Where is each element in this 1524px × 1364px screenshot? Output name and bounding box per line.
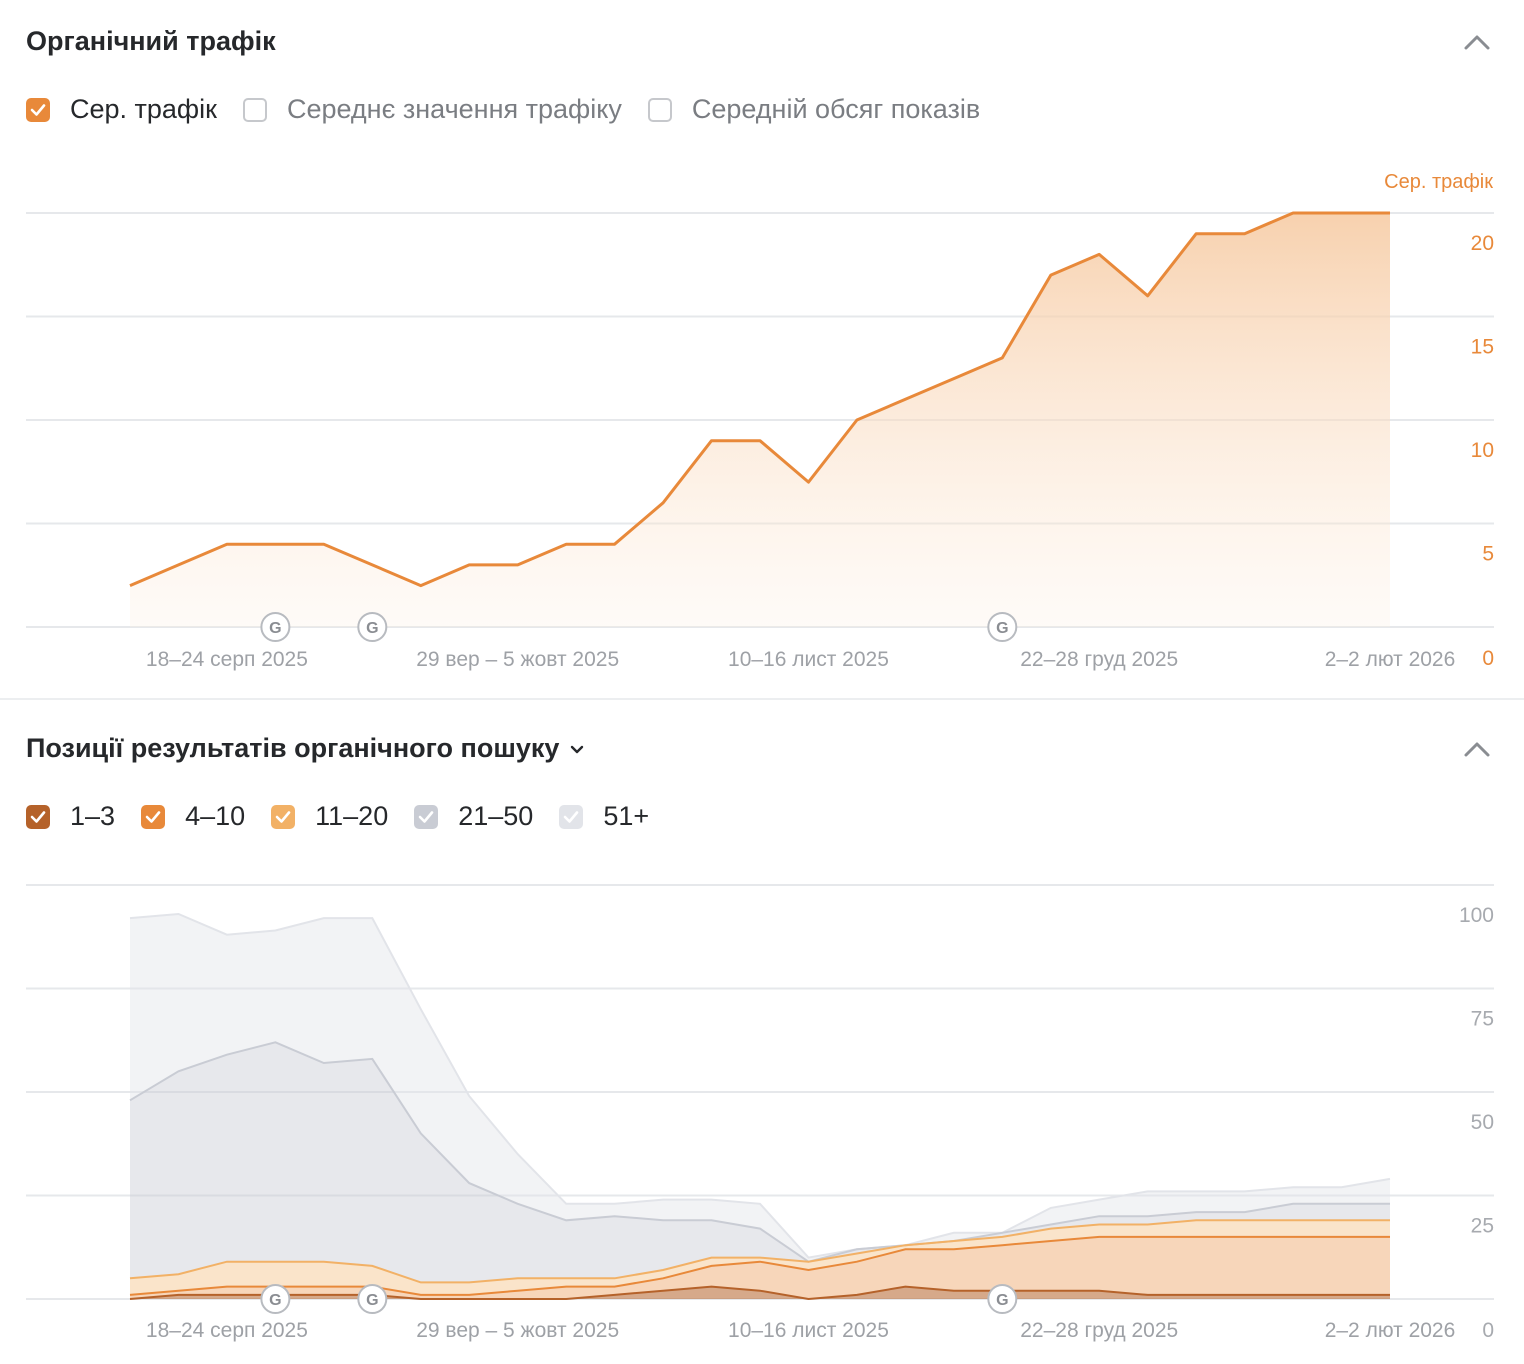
legend-label-avg-impressions: Середній обсяг показів — [691, 94, 981, 124]
checkmark-icon — [275, 810, 291, 823]
checkmark-icon — [564, 810, 579, 823]
checkmark-icon — [418, 810, 434, 823]
x-tick-label: 29 вер – 5 жовт 2025 — [416, 648, 619, 671]
y-tick-label: 0 — [1482, 1319, 1494, 1342]
y-axis-title: Сер. трафік — [1384, 171, 1493, 193]
y-tick-label: 75 — [1471, 1008, 1494, 1031]
legend-item-pos-1-3[interactable]: 1–3 — [26, 801, 115, 832]
x-tick-label: 18–24 серп 2025 — [146, 1319, 308, 1342]
google-update-marker[interactable]: G — [357, 1284, 388, 1314]
checkbox-avg-traffic[interactable] — [26, 97, 50, 122]
legend-label-pos-4-10: 4–10 — [185, 801, 246, 831]
traffic-collapse-button[interactable] — [1460, 26, 1494, 60]
x-tick-label: 10–16 лист 2025 — [728, 648, 889, 671]
traffic-line — [129, 211, 1390, 588]
y-tick-label: 20 — [1471, 232, 1494, 255]
traffic-chart: Сер. трафік 0 5 10 15 20 G G G 18–24 серп 2025… — [26, 171, 1494, 671]
legend-item-pos-51-plus[interactable]: 51+ — [559, 801, 649, 832]
checkbox-pos-11-20[interactable] — [271, 804, 296, 829]
stack-line-4-10 — [129, 1235, 1390, 1296]
google-update-label: G — [269, 1292, 281, 1309]
legend-item-avg-traffic[interactable]: Сер. трафік — [26, 94, 217, 125]
google-update-marker[interactable]: G — [987, 612, 1018, 642]
checkbox-pos-4-10[interactable] — [141, 804, 166, 829]
google-update-marker[interactable]: G — [987, 1284, 1018, 1314]
checkbox-pos-21-50[interactable] — [414, 804, 439, 829]
google-update-label: G — [366, 620, 378, 637]
x-tick-label: 10–16 лист 2025 — [728, 1319, 889, 1342]
legend-label-pos-11-20: 11–20 — [315, 801, 389, 831]
google-update-label: G — [366, 1292, 378, 1309]
x-tick-label: 22–28 груд 2025 — [1020, 648, 1178, 671]
legend-label-pos-21-50: 21–50 — [458, 801, 534, 831]
stack-line-1-3 — [129, 1285, 1390, 1301]
legend-item-pos-21-50[interactable]: 21–50 — [414, 801, 533, 832]
legend-item-pos-4-10[interactable]: 4–10 — [141, 801, 245, 832]
positions-section-title[interactable]: Позиції результатів органічного пошуку — [26, 733, 585, 764]
stack-area-1-3 — [130, 1286, 1390, 1299]
google-update-marker[interactable]: G — [260, 612, 291, 642]
x-tick-label: 29 вер – 5 жовт 2025 — [416, 1319, 619, 1342]
google-update-marker[interactable]: G — [357, 612, 388, 642]
google-update-label: G — [269, 620, 281, 637]
y-tick-label: 15 — [1471, 336, 1494, 359]
traffic-section-title: Органічний трафік — [26, 26, 276, 56]
y-tick-label: 0 — [1482, 647, 1494, 670]
positions-legend: 1–3 4–10 11–20 21–50 51+ — [26, 801, 675, 832]
checkmark-icon — [30, 810, 46, 823]
y-tick-label: 25 — [1471, 1215, 1494, 1238]
chevron-up-icon — [1464, 35, 1490, 50]
y-tick-label: 100 — [1459, 904, 1494, 927]
positions-chart: 0 25 50 75 100 G G G 18–24 серп 2025 29 вер – 5… — [26, 884, 1494, 1342]
y-tick-label: 50 — [1471, 1111, 1494, 1134]
stack-area-21-50 — [130, 1042, 1390, 1283]
legend-label-avg-traffic-value: Середнє значення трафіку — [286, 94, 622, 124]
stack-line-11-20 — [129, 1219, 1390, 1284]
section-divider — [0, 698, 1524, 700]
y-tick-label: 5 — [1482, 543, 1494, 566]
checkmark-icon — [30, 103, 46, 116]
x-tick-label: 22–28 груд 2025 — [1020, 1319, 1178, 1342]
checkbox-avg-traffic-value[interactable] — [242, 97, 267, 122]
legend-label-pos-1-3: 1–3 — [70, 801, 116, 831]
positions-title-text: Позиції результатів органічного пошуку — [26, 733, 560, 763]
google-update-label: G — [996, 620, 1008, 637]
legend-item-pos-11-20[interactable]: 11–20 — [271, 801, 388, 832]
checkbox-pos-51-plus[interactable] — [559, 804, 584, 829]
legend-label-pos-51-plus: 51+ — [603, 801, 650, 831]
stack-line-51+ — [129, 912, 1391, 1259]
stack-area-4-10 — [130, 1236, 1390, 1299]
checkbox-avg-impressions[interactable] — [647, 97, 672, 122]
y-tick-label: 10 — [1471, 439, 1494, 462]
traffic-area-fill — [130, 213, 1390, 627]
checkbox-pos-1-3[interactable] — [26, 804, 50, 829]
x-tick-label: 18–24 серп 2025 — [146, 648, 308, 671]
positions-collapse-button[interactable] — [1460, 733, 1494, 767]
legend-item-avg-impressions[interactable]: Середній обсяг показів — [647, 94, 981, 125]
stack-area-51+ — [130, 914, 1390, 1262]
legend-label-avg-traffic: Сер. трафік — [70, 94, 217, 124]
checkmark-icon — [145, 810, 161, 823]
google-update-marker[interactable]: G — [260, 1284, 291, 1314]
chevron-down-icon — [571, 745, 584, 753]
x-tick-label: 2–2 лют 2026 — [1325, 648, 1456, 671]
chevron-up-icon — [1464, 742, 1490, 757]
stack-line-21-50 — [129, 1041, 1390, 1263]
x-tick-label: 2–2 лют 2026 — [1325, 1319, 1456, 1342]
traffic-legend: Сер. трафік Середнє значення трафіку Сер… — [26, 94, 1006, 125]
google-update-label: G — [996, 1292, 1008, 1309]
legend-item-avg-traffic-value[interactable]: Середнє значення трафіку — [242, 94, 622, 125]
